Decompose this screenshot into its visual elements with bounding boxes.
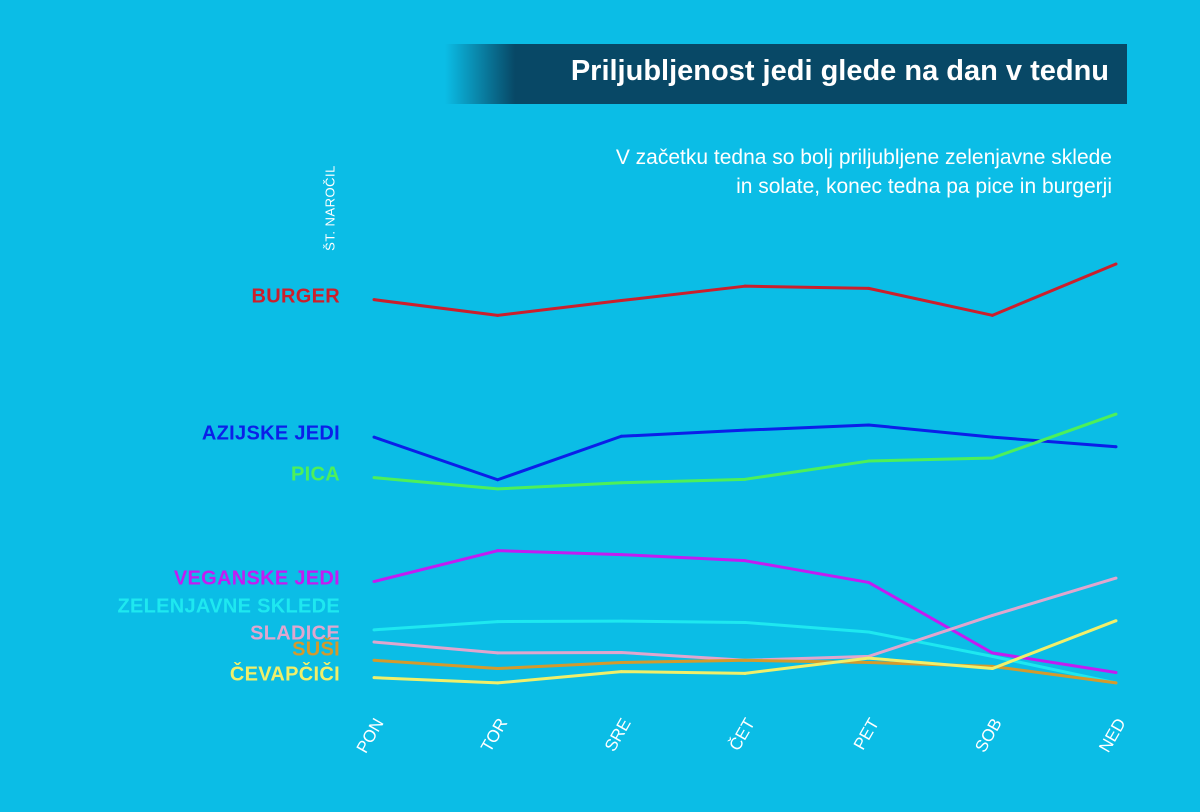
subtitle-line-2: in solate, konec tedna pa pice in burger… [736, 175, 1112, 198]
data-point-cevapcici-pet [867, 656, 871, 660]
data-point-zelenjavne-sklede-sob [990, 654, 994, 658]
data-point-susi-cet [743, 658, 747, 662]
data-point-veganske-jedi-ned [1114, 670, 1118, 674]
data-point-susi-tor [496, 667, 500, 671]
data-point-pica-sob [990, 456, 994, 460]
data-point-veganske-jedi-tor [496, 549, 500, 553]
data-point-pica-pet [867, 459, 871, 463]
data-point-zelenjavne-sklede-pet [867, 630, 871, 634]
data-point-burger-cet [743, 284, 747, 288]
data-point-burger-pon [372, 298, 376, 302]
data-point-pica-ned [1114, 412, 1118, 416]
data-point-azijske-jedi-tor [496, 478, 500, 482]
series-label-azijske-jedi: AZIJSKE JEDI [201, 422, 340, 445]
data-point-zelenjavne-sklede-sre [619, 619, 623, 623]
data-point-veganske-jedi-pon [372, 580, 376, 584]
series-label-zelenjavne-sklede: ZELENJAVNE SKLEDE [117, 595, 340, 618]
data-point-zelenjavne-sklede-cet [743, 620, 747, 624]
data-point-burger-ned [1114, 262, 1118, 266]
data-point-azijske-jedi-pon [372, 435, 376, 439]
data-point-cevapcici-pon [372, 676, 376, 680]
data-point-burger-pet [867, 286, 871, 290]
data-point-sladice-tor [496, 651, 500, 655]
data-point-cevapcici-sre [619, 670, 623, 674]
data-point-azijske-jedi-sre [619, 434, 623, 438]
series-label-sladice: SLADICE [250, 622, 340, 645]
data-point-azijske-jedi-sob [990, 435, 994, 439]
series-label-pica: PICA [291, 463, 340, 486]
data-point-cevapcici-cet [743, 671, 747, 675]
data-point-veganske-jedi-sre [619, 553, 623, 557]
data-point-zelenjavne-sklede-pon [372, 628, 376, 632]
data-point-zelenjavne-sklede-tor [496, 620, 500, 624]
data-point-pica-cet [743, 477, 747, 481]
data-point-pica-sre [619, 481, 623, 485]
data-point-veganske-jedi-cet [743, 559, 747, 563]
data-point-cevapcici-tor [496, 681, 500, 685]
chart-subtitle: V začetku tedna so bolj priljubljene zel… [492, 143, 1112, 201]
data-point-sladice-ned [1114, 576, 1118, 580]
data-point-azijske-jedi-pet [867, 423, 871, 427]
data-point-veganske-jedi-pet [867, 580, 871, 584]
series-label-burger: BURGER [251, 285, 340, 308]
series-line-sladice [373, 576, 1117, 662]
data-point-burger-sob [990, 313, 994, 317]
chart-title: Priljubljenost jedi glede na dan v tednu [570, 55, 1109, 87]
data-point-susi-sre [619, 660, 623, 664]
data-point-susi-ned [1114, 681, 1118, 685]
data-point-susi-pon [372, 658, 376, 662]
data-point-sladice-pon [372, 640, 376, 644]
series-label-veganske-jedi: VEGANSKE JEDI [173, 567, 340, 590]
data-point-susi-pet [867, 660, 871, 664]
data-point-sladice-sre [619, 650, 623, 654]
data-point-pica-tor [496, 487, 500, 491]
data-point-pica-pon [372, 476, 376, 480]
data-point-cevapcici-ned [1114, 619, 1118, 623]
data-point-burger-tor [496, 313, 500, 317]
data-point-cevapcici-sob [990, 667, 994, 671]
data-point-azijske-jedi-ned [1114, 445, 1118, 449]
subtitle-line-1: V začetku tedna so bolj priljubljene zel… [615, 146, 1112, 169]
data-point-azijske-jedi-cet [743, 428, 747, 432]
title-banner: Priljubljenost jedi glede na dan v tednu [445, 44, 1127, 104]
series-label-susi: SUŠI [292, 638, 340, 661]
data-point-sladice-sob [990, 613, 994, 617]
y-axis-label: ŠT. NAROČIL [322, 165, 338, 251]
data-point-veganske-jedi-sob [990, 651, 994, 655]
series-line-pica [373, 412, 1117, 491]
data-point-burger-sre [619, 299, 623, 303]
series-label-cevapcici: ČEVAPČIČI [229, 663, 340, 686]
series-line-burger [373, 262, 1117, 317]
